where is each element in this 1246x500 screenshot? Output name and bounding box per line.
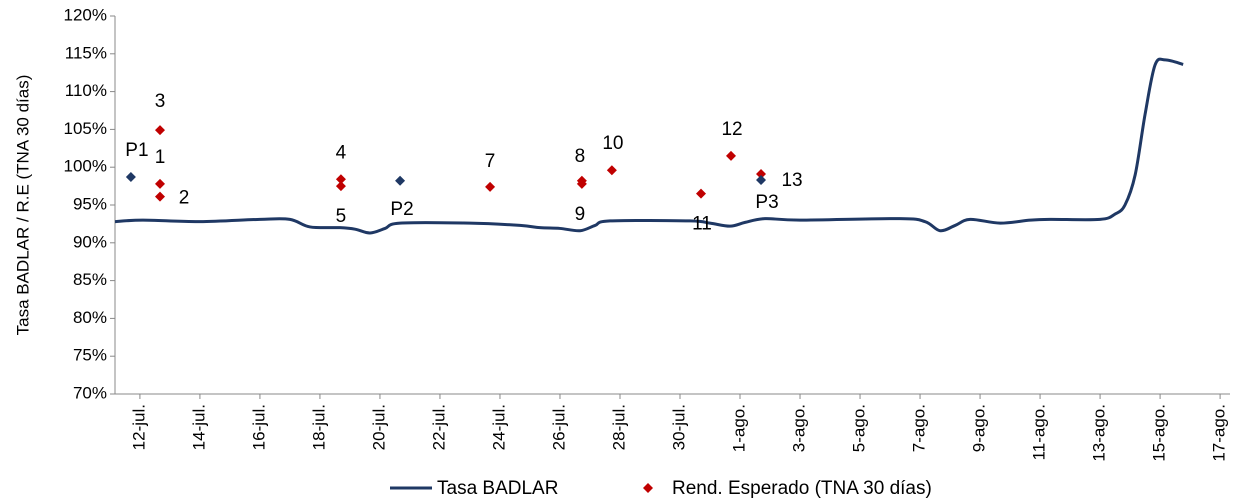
point [726,150,737,161]
legend-label: Rend. Esperado (TNA 30 días) [672,478,932,499]
point [485,181,496,192]
y-axis-label: Tasa BADLAR / R.E (TNA 30 días) [13,75,32,336]
point-label: 4 [336,142,347,163]
point-label: 9 [575,204,586,225]
line [114,57,1184,235]
point-label: 3 [155,91,166,112]
y-tick-label: 85% [73,270,107,289]
x-tick-label: 11-ago. [1030,404,1049,460]
x-tick-label: 22-jul. [429,404,448,450]
point-label: 5 [336,206,347,227]
x-tick-label: 18-jul. [309,404,328,450]
x-tick-label: 16-jul. [249,404,268,450]
x-tick-label: 30-jul. [669,404,688,450]
y-tick-label: 100% [64,157,107,176]
point-label: P3 [755,192,778,213]
x-tick-label: 1-ago. [729,404,748,452]
point [395,175,406,186]
y-tick-label: 110% [65,81,107,100]
y-tick-label: 70% [73,383,107,402]
point [606,165,617,176]
point-label: 1 [155,147,166,168]
x-tick-label: 12-jul. [129,404,148,450]
point [756,169,767,180]
point-label: 12 [721,119,742,140]
point-label: 2 [179,188,190,209]
x-tick-label: 13-ago. [1090,404,1109,462]
y-tick-label: 105% [64,119,107,138]
x-tick-label: 28-jul. [609,404,628,450]
point [155,178,166,189]
y-tick-label: 120% [64,5,107,24]
y-tick-label: 95% [73,194,107,213]
x-tick-label: 9-ago. [970,404,989,452]
y-tick-label: 90% [73,232,107,251]
point-label: 8 [575,146,586,167]
x-tick-label: 24-jul. [489,404,508,450]
x-tick-label: 26-jul. [549,404,568,450]
x-tick-label: 15-ago. [1150,404,1169,462]
x-tick-label: 5-ago. [850,404,869,452]
x-tick-label: 17-ago. [1210,404,1229,462]
legend-marker [643,483,653,493]
point [756,175,767,186]
x-tick-label: 7-ago. [910,404,929,452]
y-tick-label: 75% [73,346,107,365]
point [155,125,166,136]
point [335,174,346,185]
point-label: 13 [781,170,802,191]
point-label: P2 [390,199,413,220]
legend-label: Tasa BADLAR [437,478,558,499]
point-label: 7 [485,151,496,172]
point [155,191,166,202]
point-label: 10 [602,133,623,154]
point-label: 11 [692,214,712,235]
y-tick-label: 80% [73,308,107,327]
point [335,181,346,192]
point [125,172,136,183]
x-tick-label: 20-jul. [369,404,388,450]
x-tick-label: 14-jul. [189,404,208,450]
x-tick-label: 3-ago. [790,404,809,452]
point [576,178,587,189]
point-label: P1 [125,140,148,161]
y-tick-label: 115% [65,43,107,62]
point [696,188,707,199]
